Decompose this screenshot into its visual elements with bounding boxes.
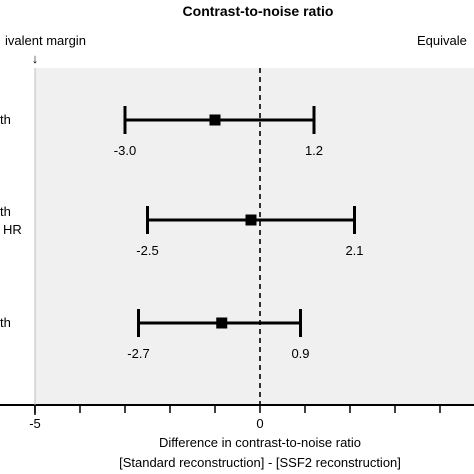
row-label: th — [0, 204, 11, 219]
left-margin-arrow: ↓ — [32, 51, 39, 66]
x-tick-label: 0 — [256, 416, 263, 431]
ci-lower-label: -3.0 — [114, 143, 136, 158]
forest-row: -2.7 0.9 th — [0, 309, 310, 361]
ci-lower-label: -2.7 — [127, 346, 149, 361]
ci-upper-label: 2.1 — [345, 243, 363, 258]
right-margin-label: Equivale — [417, 33, 467, 48]
ci-lower-label: -2.5 — [136, 243, 158, 258]
forest-row: -2.5 2.1 th HR — [0, 204, 364, 258]
left-margin-label: ivalent margin — [5, 33, 86, 48]
forest-row: -3.0 1.2 th — [0, 106, 323, 158]
ci-upper-label: 0.9 — [291, 346, 309, 361]
point-estimate-marker — [216, 317, 228, 329]
row-label: th — [0, 315, 11, 330]
point-estimate-marker — [245, 214, 257, 226]
plot-panel — [35, 68, 474, 405]
row-label: th — [0, 112, 11, 127]
chart-title: Contrast-to-noise ratio — [183, 3, 334, 19]
ci-upper-label: 1.2 — [305, 143, 323, 158]
x-axis-label-line2: [Standard reconstruction] - [SSF2 recons… — [119, 455, 401, 470]
x-axis-label-line1: Difference in contrast-to-noise ratio — [159, 435, 361, 450]
x-tick-label: -5 — [29, 416, 41, 431]
row-label-second-line: HR — [3, 222, 22, 237]
point-estimate-marker — [209, 114, 221, 126]
